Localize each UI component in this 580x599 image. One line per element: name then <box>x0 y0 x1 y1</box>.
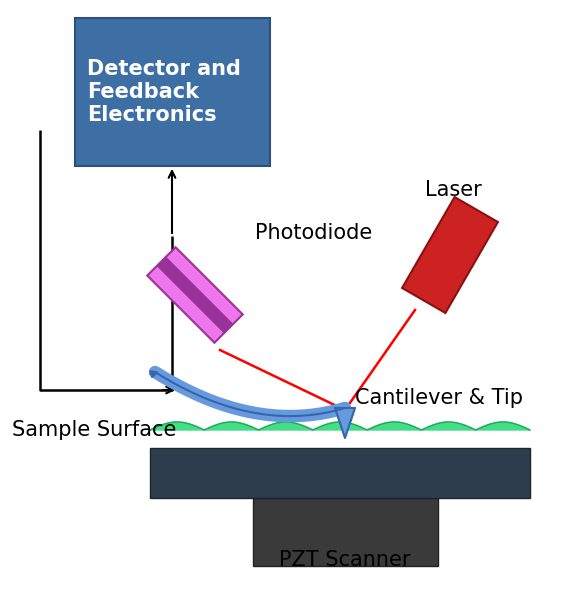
Text: Cantilever & Tip: Cantilever & Tip <box>355 388 523 408</box>
Polygon shape <box>150 422 530 430</box>
Text: Sample Surface: Sample Surface <box>12 420 176 440</box>
Bar <box>75 18 270 166</box>
Text: Detector and
Feedback
Electronics: Detector and Feedback Electronics <box>87 59 241 125</box>
Polygon shape <box>157 257 233 333</box>
Text: PZT Scanner: PZT Scanner <box>279 550 411 570</box>
Bar <box>150 448 530 498</box>
Bar <box>253 498 438 566</box>
Text: Laser: Laser <box>425 180 481 200</box>
Polygon shape <box>335 408 355 438</box>
Text: Photodiode: Photodiode <box>255 223 372 243</box>
Polygon shape <box>402 197 498 313</box>
Polygon shape <box>147 247 242 343</box>
